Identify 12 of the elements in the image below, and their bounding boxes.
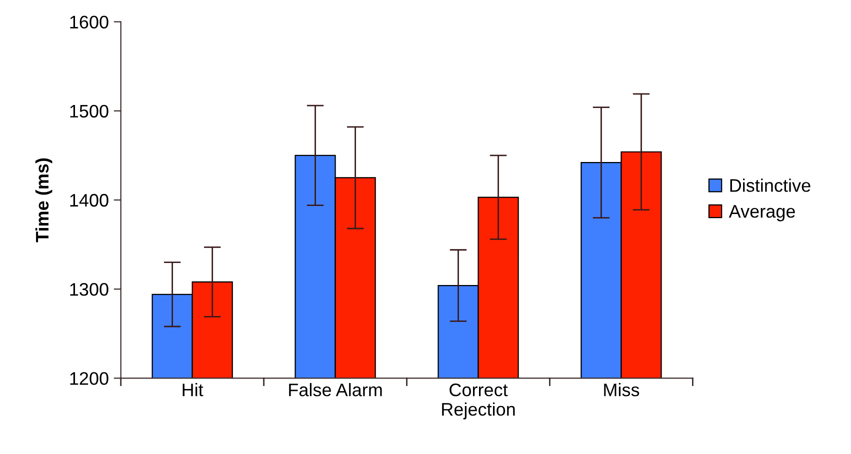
y-tick-label: 1200 bbox=[70, 372, 108, 385]
legend-label: Distinctive bbox=[730, 178, 810, 192]
legend-label: Average bbox=[728, 205, 795, 222]
x-tick-label: False Alarm bbox=[289, 383, 382, 396]
x-tick-label: Miss bbox=[604, 383, 640, 396]
y-tick-label: 1600 bbox=[70, 16, 108, 29]
x-tick-label: Hit bbox=[182, 383, 204, 396]
y-tick-label: 1300 bbox=[70, 283, 108, 296]
y-tick-label: 1500 bbox=[70, 104, 108, 118]
y-tick-label: 1400 bbox=[70, 194, 108, 207]
x-tick-label: Correct Rejection bbox=[442, 384, 515, 420]
y-axis-title: Time (ms) bbox=[35, 158, 52, 242]
